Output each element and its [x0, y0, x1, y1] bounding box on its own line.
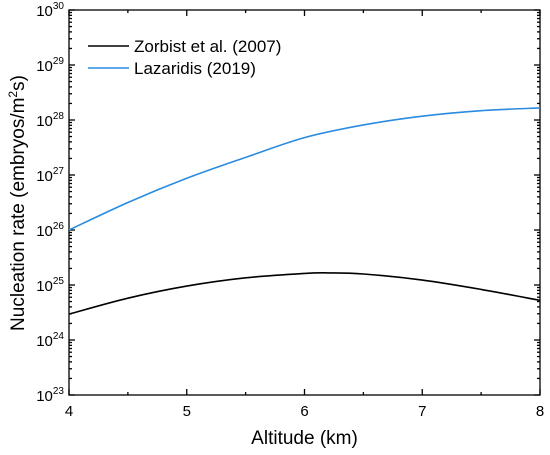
y-tick-labels: 1030 1029 1028 1027 1026 1025 1024 1023 [36, 1, 64, 405]
y-tick-label: 1030 [36, 1, 64, 20]
y-tick-label: 1024 [36, 331, 64, 350]
axis-ticks [68, 9, 541, 396]
legend-label-zorbist: Zorbist et al. (2007) [134, 37, 281, 56]
x-tick-label: 6 [300, 403, 308, 420]
series-line-1 [68, 107, 541, 231]
y-tick-label: 1026 [36, 221, 64, 240]
y-axis-label-mid: s [8, 81, 29, 91]
x-tick-label: 7 [418, 403, 426, 420]
y-tick-label: 1027 [36, 166, 64, 185]
legend: Zorbist et al. (2007) Lazaridis (2019) [88, 37, 281, 78]
series-layer [68, 107, 541, 315]
x-tick-label: 5 [183, 403, 191, 420]
y-tick-label: 1023 [36, 386, 64, 405]
legend-label-lazaridis: Lazaridis (2019) [134, 59, 256, 78]
y-axis-label-close: ) [8, 75, 29, 81]
y-axis-label-main: Nucleation rate (embryos/m [8, 98, 29, 331]
y-axis-label: Nucleation rate (embryos/m2s) [6, 75, 29, 331]
y-axis-label-sup: 2 [6, 91, 20, 98]
series-line-0 [68, 272, 541, 315]
x-tick-label: 8 [536, 403, 544, 420]
x-axis-label: Altitude (km) [251, 428, 358, 449]
y-tick-label: 1028 [36, 111, 64, 130]
y-tick-label: 1025 [36, 276, 64, 295]
x-tick-label: 4 [65, 403, 73, 420]
x-tick-labels: 4 5 6 7 8 [65, 403, 544, 420]
y-tick-label: 1029 [36, 56, 64, 75]
